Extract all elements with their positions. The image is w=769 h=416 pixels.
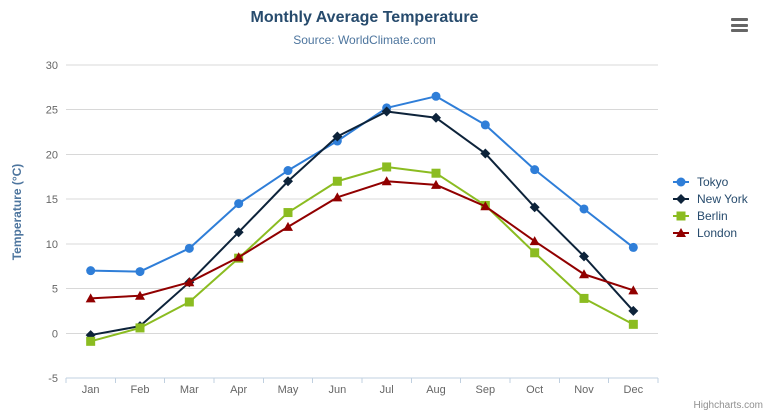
hamburger-icon <box>731 18 748 21</box>
marker-tokyo[interactable] <box>135 267 145 277</box>
hamburger-icon <box>731 23 748 27</box>
marker-london[interactable] <box>233 252 244 262</box>
y-axis-title: Temperature (°C) <box>10 164 24 261</box>
marker-berlin[interactable] <box>86 336 96 346</box>
legend-marker-icon <box>673 228 689 237</box>
series-tokyo <box>86 91 638 277</box>
x-axis-tick-label: Oct <box>526 384 543 396</box>
legend-label: New York <box>697 192 748 206</box>
marker-berlin[interactable] <box>431 168 441 178</box>
marker-london[interactable] <box>579 269 589 279</box>
y-axis-tick-label: 25 <box>46 105 58 117</box>
legend-marker-shape <box>676 228 686 237</box>
legend-marker-shape <box>676 194 686 204</box>
x-axis-tick-label: Jul <box>380 384 394 396</box>
credits-link[interactable]: Highcharts.com <box>693 400 763 411</box>
y-axis-tick-label: 20 <box>46 149 58 161</box>
marker-tokyo[interactable] <box>628 242 638 252</box>
series-new-york <box>85 106 639 341</box>
marker-berlin[interactable] <box>530 248 540 258</box>
marker-berlin[interactable] <box>382 162 392 172</box>
marker-tokyo[interactable] <box>86 266 96 276</box>
marker-berlin[interactable] <box>135 323 145 333</box>
marker-tokyo[interactable] <box>530 165 540 175</box>
marker-new-york[interactable] <box>480 148 491 159</box>
legend-item-new-york[interactable]: New York <box>672 192 748 206</box>
marker-tokyo[interactable] <box>234 199 244 209</box>
marker-london[interactable] <box>529 236 540 246</box>
marker-london[interactable] <box>184 277 195 287</box>
marker-london[interactable] <box>283 221 293 231</box>
marker-new-york[interactable] <box>579 251 589 262</box>
y-axis-tick-label: -5 <box>48 373 58 385</box>
y-axis-tick-label: 30 <box>46 60 58 72</box>
x-axis-tick-label: Nov <box>574 384 594 396</box>
x-axis-tick-label: Apr <box>230 384 247 396</box>
series-line-new-york <box>89 110 635 337</box>
marker-new-york[interactable] <box>332 131 343 142</box>
marker-tokyo[interactable] <box>431 91 441 101</box>
legend-marker-shape <box>676 177 686 187</box>
marker-berlin[interactable] <box>628 319 638 329</box>
marker-new-york[interactable] <box>431 112 441 123</box>
legend: Tokyo New York Berlin London <box>672 175 748 240</box>
x-axis-tick-label: Jan <box>82 384 100 396</box>
legend-label: Berlin <box>697 209 728 223</box>
legend-marker-shape <box>676 211 686 221</box>
marker-tokyo[interactable] <box>579 204 589 214</box>
marker-berlin[interactable] <box>184 297 194 307</box>
x-axis-tick-label: Aug <box>426 384 446 396</box>
y-axis-tick-label: 0 <box>52 328 58 340</box>
legend-item-tokyo[interactable]: Tokyo <box>672 175 748 189</box>
marker-berlin[interactable] <box>579 293 589 303</box>
marker-new-york[interactable] <box>283 176 293 187</box>
x-axis-tick-label: Jun <box>328 384 346 396</box>
legend-label: London <box>697 226 738 240</box>
context-menu-button[interactable] <box>731 18 748 32</box>
marker-tokyo[interactable] <box>480 120 490 130</box>
legend-marker-icon <box>673 194 689 204</box>
marker-new-york[interactable] <box>529 202 540 213</box>
marker-london[interactable] <box>480 201 491 211</box>
marker-new-york[interactable] <box>233 227 244 238</box>
marker-tokyo[interactable] <box>184 243 194 253</box>
y-axis-tick-label: 10 <box>46 239 58 251</box>
legend-item-london[interactable]: London <box>672 226 748 240</box>
x-axis-tick-label: Sep <box>476 384 496 396</box>
marker-london[interactable] <box>85 293 96 303</box>
marker-berlin[interactable] <box>332 176 342 186</box>
x-axis-tick-label: Mar <box>180 384 199 396</box>
hamburger-icon <box>731 29 748 32</box>
marker-london[interactable] <box>135 290 145 300</box>
series-line-london <box>89 180 635 300</box>
y-axis-tick-label: 5 <box>52 284 58 296</box>
legend-item-berlin[interactable]: Berlin <box>672 209 748 223</box>
x-axis-tick-label: May <box>278 384 299 396</box>
series-london <box>85 176 639 303</box>
chart-subtitle: Source: WorldClimate.com <box>293 33 436 47</box>
y-axis-tick-label: 15 <box>46 194 58 206</box>
marker-new-york[interactable] <box>381 106 392 117</box>
marker-london[interactable] <box>332 192 343 202</box>
chart-title: Monthly Average Temperature <box>250 9 479 26</box>
x-axis-tick-label: Feb <box>131 384 150 396</box>
marker-london[interactable] <box>431 179 441 189</box>
series-line-berlin <box>89 165 635 343</box>
x-axis-tick-label: Dec <box>624 384 644 396</box>
marker-new-york[interactable] <box>628 305 639 316</box>
marker-london[interactable] <box>381 176 392 186</box>
series-line-tokyo <box>89 95 635 273</box>
marker-tokyo[interactable] <box>283 166 293 176</box>
marker-london[interactable] <box>628 285 639 295</box>
legend-marker-icon <box>673 211 689 221</box>
legend-marker-icon <box>673 177 689 187</box>
marker-berlin[interactable] <box>283 208 293 218</box>
legend-label: Tokyo <box>697 175 729 189</box>
